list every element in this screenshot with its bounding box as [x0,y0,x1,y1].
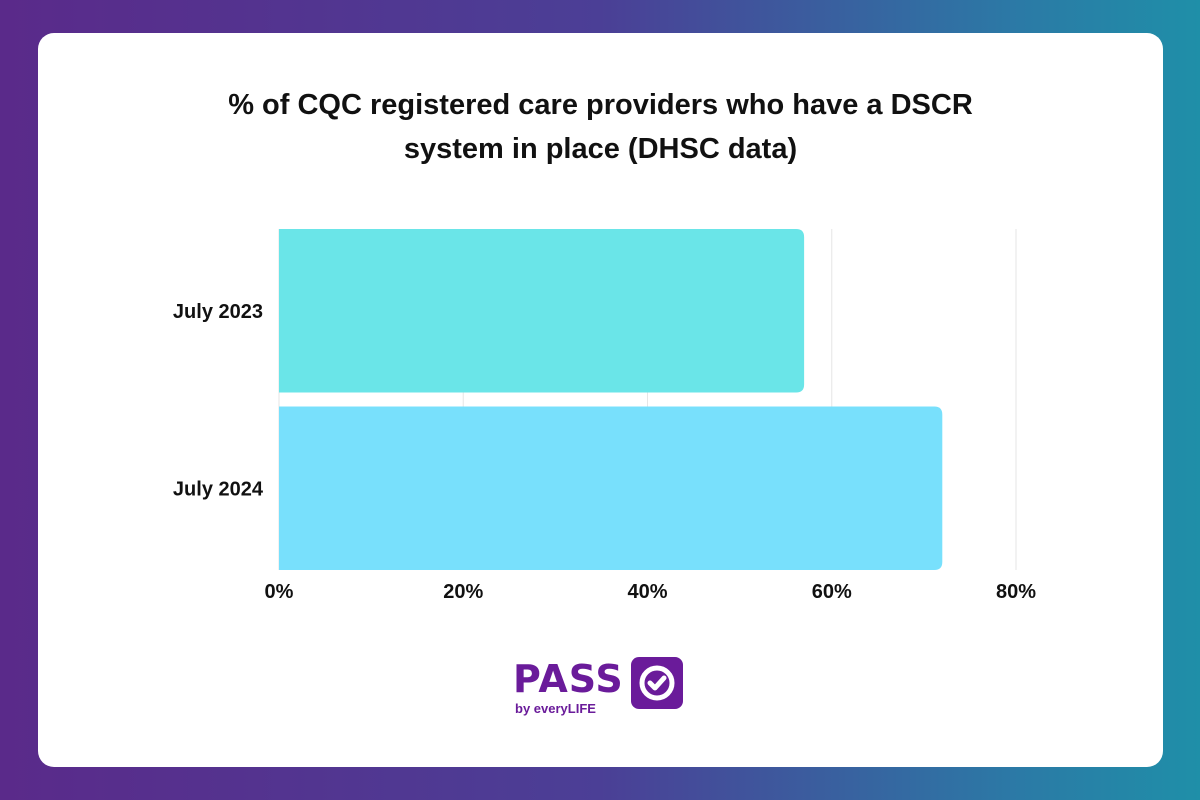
logo-tagline: by everyLIFE [515,701,596,716]
bar-july-2024 [279,406,943,570]
x-tick-label: 80% [996,581,1036,603]
logo-wordmark: PASS [513,657,624,701]
x-tick-label: 20% [443,581,483,603]
chart-card: % of CQC registered care providers who h… [38,33,1163,767]
bar-july-2023 [279,229,805,393]
chart-title-line-2: system in place (DHSC data) [403,133,798,165]
x-tick-label: 60% [812,581,852,603]
x-tick-label: 40% [627,581,667,603]
x-tick-label: 0% [265,581,294,603]
check-icon [631,657,683,709]
bar-chart: July 2023 July 2024 0% 20% 40% 60% 80% [173,229,1036,603]
pass-logo: PASS by everyLIFE [513,655,693,716]
chart-title-line-1: % of CQC registered care providers who h… [228,89,973,121]
category-label: July 2024 [173,478,264,500]
chart-title: % of CQC registered care providers who h… [38,83,1163,171]
category-label: July 2023 [173,301,263,323]
